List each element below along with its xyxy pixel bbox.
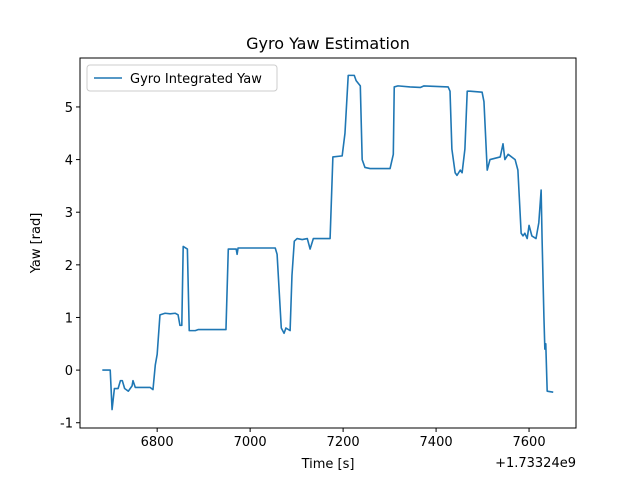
y-tick-label: 4 — [65, 154, 73, 169]
plot-frame — [79, 57, 577, 429]
chart-title: Gyro Yaw Estimation — [246, 34, 410, 53]
y-tick-label: 0 — [65, 364, 73, 379]
y-tick-label: 1 — [65, 311, 73, 326]
y-axis-label: Yaw [rad] — [29, 213, 44, 275]
legend-label: Gyro Integrated Yaw — [130, 72, 262, 87]
x-tick-label: 7000 — [234, 435, 267, 450]
x-tick-label: 7400 — [420, 435, 453, 450]
line — [102, 74, 554, 411]
x-tick-label: 7200 — [327, 435, 360, 450]
x-tick-label: 7600 — [513, 435, 546, 450]
y-tick-label: 5 — [65, 101, 73, 116]
legend-box — [86, 64, 278, 92]
y-tick-label: -1 — [60, 417, 73, 432]
y-tick-label: 3 — [65, 206, 73, 221]
x-axis-label: Time [s] — [301, 457, 355, 472]
y-tick-label: 2 — [65, 259, 73, 274]
x-tick-label: 6800 — [141, 435, 174, 450]
x-offset-label: +1.73324e9 — [495, 456, 576, 471]
